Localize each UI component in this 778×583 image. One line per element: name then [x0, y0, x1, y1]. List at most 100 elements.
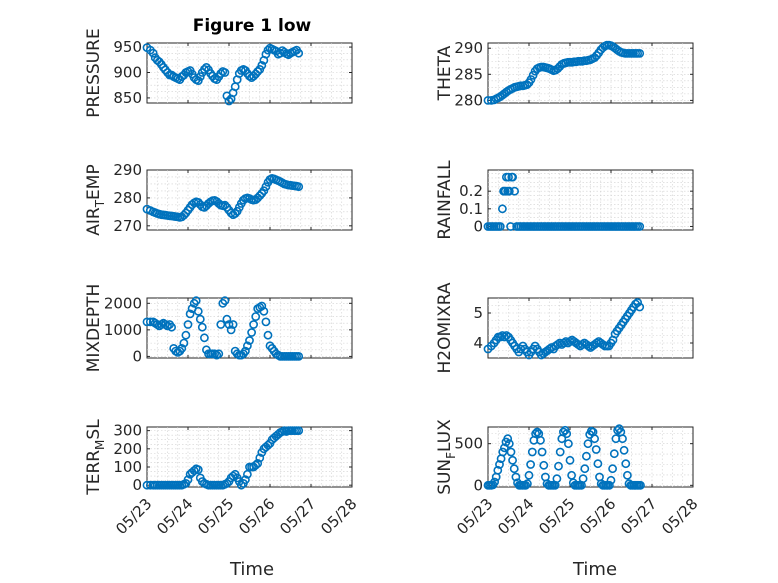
data-point [591, 445, 601, 454]
x-axis-label-right: Time [572, 559, 617, 580]
data-point [504, 172, 513, 182]
data-point [495, 222, 505, 231]
data-point [179, 338, 189, 348]
data-point [618, 434, 627, 444]
data-point [526, 75, 536, 84]
data-point [559, 338, 569, 348]
data-point [255, 453, 265, 463]
data-point [294, 182, 304, 192]
data-point [167, 322, 176, 332]
data-point [294, 351, 304, 361]
y-axis-label-mixdepth: MIXDEPTH [84, 284, 104, 373]
x-tick-label: 05/25 [535, 495, 578, 538]
data-point [236, 480, 246, 490]
y-axis-label-theta: THETA [435, 45, 455, 101]
data-point [564, 439, 573, 449]
data-point [261, 182, 271, 192]
y-tick-label: 4 [473, 334, 483, 352]
data-point [619, 445, 629, 455]
data-point [220, 296, 230, 306]
data-point [606, 475, 616, 485]
data-point [249, 320, 258, 329]
data-point [245, 336, 254, 345]
data-point [199, 65, 209, 74]
axes-terr_msl: 0100200300TERRMSL05/2305/2405/2505/2605/… [84, 419, 360, 538]
x-tick-label: 05/28 [317, 495, 360, 538]
data-point [195, 72, 205, 81]
data-point [224, 320, 234, 329]
data-point [508, 455, 517, 465]
data-point [527, 447, 537, 457]
data-point [495, 460, 504, 469]
x-tick-label: 05/26 [576, 495, 619, 538]
data-point [521, 480, 531, 490]
data-point [253, 67, 263, 76]
data-point [201, 63, 211, 72]
y-tick-label: 270 [113, 217, 142, 235]
data-point [523, 479, 532, 489]
data-point [537, 447, 547, 457]
data-point [240, 346, 250, 356]
x-tick-label: 05/24 [153, 495, 196, 538]
data-point [230, 209, 240, 218]
y-axis-label-pressure: PRESSURE [84, 28, 104, 117]
data-point [506, 222, 515, 231]
data-point [251, 460, 261, 470]
data-point [633, 298, 642, 307]
data-point [189, 466, 199, 475]
data-point [584, 341, 593, 351]
x-tick-label: 05/23 [112, 495, 155, 538]
data-point [593, 459, 603, 469]
y-tick-label: 285 [454, 65, 483, 83]
data-point [226, 325, 236, 335]
data-point [562, 429, 572, 439]
data-point [185, 309, 195, 319]
data-point [183, 475, 193, 485]
y-tick-label: 850 [113, 89, 142, 107]
data-point [263, 330, 273, 340]
data-point [565, 455, 575, 465]
data-point [528, 70, 538, 80]
x-axis-label-left: Time [229, 559, 274, 580]
y-axis-label-h2omixra: H2OMIXRA [435, 282, 455, 373]
data-point [608, 464, 617, 474]
y-tick-label: 0.1 [459, 200, 483, 218]
data-point [483, 96, 493, 105]
data-point [257, 301, 267, 311]
data-point [636, 480, 645, 490]
data-point [605, 480, 614, 490]
data-point [493, 465, 503, 475]
data-point [142, 317, 152, 327]
data-point [240, 475, 250, 485]
data-point [195, 314, 205, 324]
data-point [583, 439, 593, 449]
data-point [504, 186, 514, 196]
data-point [263, 45, 273, 55]
y-tick-label: 290 [454, 39, 483, 57]
data-point [294, 426, 304, 435]
data-point [197, 322, 207, 332]
data-point [181, 330, 191, 340]
data-point [506, 447, 516, 457]
data-point [220, 68, 230, 77]
data-point [509, 464, 519, 474]
data-point [228, 320, 238, 329]
x-tick-label: 05/26 [235, 495, 278, 538]
y-tick-label: 200 [113, 440, 142, 458]
y-tick-label: 300 [113, 422, 142, 440]
y-axis-label-air_temp: AIRTEMP [84, 164, 107, 235]
y-axis-label-sun_flux: SUNFLUX [435, 419, 458, 495]
data-point [216, 320, 226, 329]
data-point [578, 474, 588, 484]
x-tick-label: 05/28 [658, 495, 701, 538]
axes-pressure: 850 900 950 PRESSURE [84, 28, 353, 118]
data-point [555, 447, 565, 457]
y-axis-label-rainfall: RAINFALL [435, 160, 455, 240]
y-tick-label: 0 [132, 347, 142, 365]
x-tick-label: 05/25 [194, 495, 237, 538]
data-point [191, 296, 201, 306]
axes-air_temp: 270 280 290 AIRTEMP [84, 161, 353, 236]
y-tick-label: 950 [113, 38, 142, 56]
